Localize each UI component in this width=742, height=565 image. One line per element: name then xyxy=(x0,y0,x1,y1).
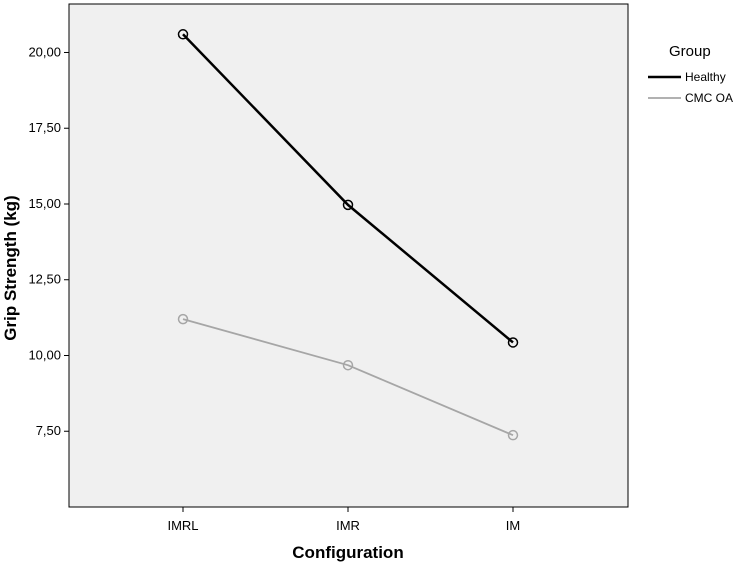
data-point xyxy=(507,429,519,441)
y-tick-label: 7,50 xyxy=(36,423,61,438)
data-point xyxy=(507,337,519,348)
y-tick-label: 15,00 xyxy=(28,196,61,211)
x-tick-label: IM xyxy=(506,518,520,533)
y-tick-label: 10,00 xyxy=(28,347,61,362)
data-point xyxy=(342,199,354,211)
y-axis: 7,50 10,00 12,50 15,00 17,50 20,00 xyxy=(28,44,69,438)
y-tick-label: 12,50 xyxy=(28,272,61,287)
legend-label: CMC OA xyxy=(685,91,733,105)
x-tick-label: IMR xyxy=(336,518,360,533)
legend-title: Group xyxy=(669,43,711,60)
data-point xyxy=(177,313,189,325)
series-line xyxy=(182,318,514,437)
series-layer xyxy=(177,29,519,441)
series-line xyxy=(182,33,514,344)
y-axis-title: Grip Strength (kg) xyxy=(1,195,20,340)
y-tick-label: 17,50 xyxy=(28,120,61,135)
x-axis-title: Configuration xyxy=(292,543,403,562)
y-tick-label: 20,00 xyxy=(28,44,61,59)
plot-area xyxy=(68,3,629,508)
data-point xyxy=(177,29,189,40)
legend: Group Healthy CMC OA xyxy=(648,43,733,105)
x-axis: IMRL IMR IM xyxy=(167,507,520,533)
legend-label: Healthy xyxy=(685,70,726,84)
data-point xyxy=(342,359,354,371)
x-tick-label: IMRL xyxy=(167,518,198,533)
